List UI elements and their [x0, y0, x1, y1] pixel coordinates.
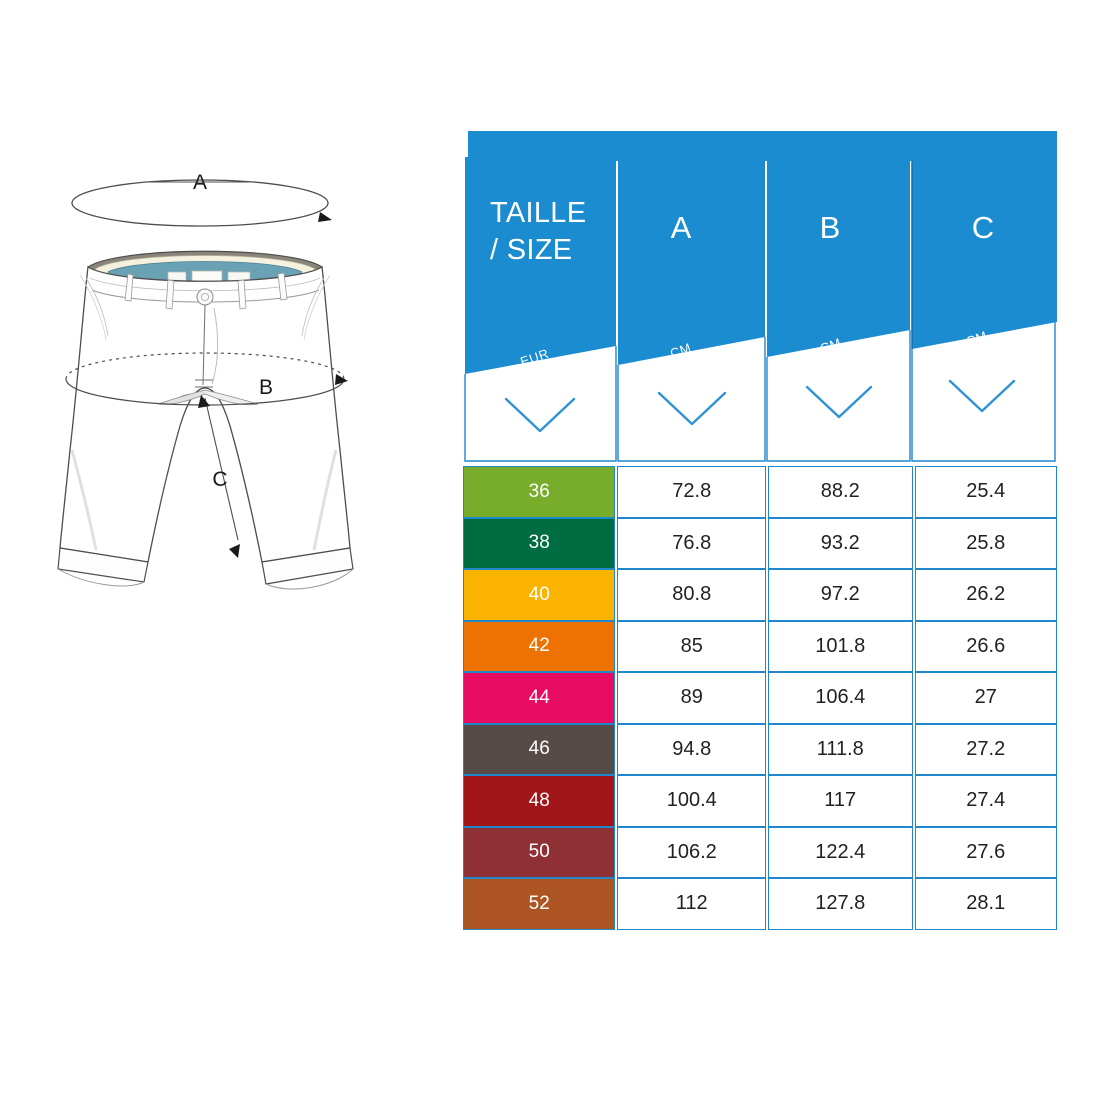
- shorts-body: [57, 265, 354, 590]
- measurement-cell-c: 27: [914, 672, 1058, 724]
- size-table-body: 36 72.8 88.2 25.4 38 76.8 93.2 25.8 40 80.8 97.2 26…: [463, 466, 1058, 930]
- measurement-cell-a: 94.8: [617, 723, 766, 775]
- size-swatch-cell: 40: [463, 569, 616, 621]
- chevron-down-icon-a: [657, 391, 727, 426]
- measurement-cell-c: 25.4: [914, 466, 1058, 518]
- size-swatch-cell: 38: [463, 517, 616, 569]
- dimension-label-a: A: [193, 171, 207, 194]
- measurement-cell-b: 88.2: [767, 466, 913, 518]
- size-swatch-cell: 44: [463, 672, 616, 724]
- measurement-cell-c: 25.8: [914, 517, 1058, 569]
- size-chart-table: TAILLE / SIZE A B C EUR CM CM CM 36 72.8 8…: [463, 131, 1058, 933]
- waist-ellipse: [71, 179, 332, 227]
- size-swatch-cell: 50: [463, 826, 616, 878]
- measurement-cell-b: 93.2: [767, 517, 913, 569]
- measurement-cell-c: 27.2: [914, 723, 1058, 775]
- table-row: 40 80.8 97.2 26.2: [463, 569, 1058, 621]
- table-row: 46 94.8 111.8 27.2: [463, 723, 1058, 775]
- measurement-cell-c: 27.4: [914, 775, 1058, 827]
- measurement-cell-c: 28.1: [914, 878, 1058, 930]
- measurement-cell-c: 27.6: [914, 826, 1058, 878]
- table-row: 48 100.4 117 27.4: [463, 775, 1058, 827]
- measurement-cell-a: 85: [617, 620, 766, 672]
- measurement-cell-a: 89: [617, 672, 766, 724]
- table-row: 52 112 127.8 28.1: [463, 878, 1058, 930]
- measurement-cell-b: 101.8: [767, 620, 913, 672]
- table-header-blue-block: [463, 131, 1057, 471]
- measurement-cell-a: 76.8: [617, 517, 766, 569]
- chevron-down-icon-b: [805, 385, 873, 419]
- shorts-measurement-illustration: A B C: [40, 150, 420, 650]
- size-swatch-cell: 46: [463, 723, 616, 775]
- table-row: 50 106.2 122.4 27.6: [463, 826, 1058, 878]
- measurement-cell-b: 111.8: [767, 723, 913, 775]
- chevron-down-icon-c: [948, 379, 1016, 413]
- measurement-cell-c: 26.2: [914, 569, 1058, 621]
- table-row: 38 76.8 93.2 25.8: [463, 517, 1058, 569]
- size-swatch-cell: 42: [463, 620, 616, 672]
- dimension-label-c: C: [212, 468, 227, 491]
- column-header-b: B: [819, 210, 841, 245]
- table-row: 42 85 101.8 26.6: [463, 620, 1058, 672]
- measurement-cell-b: 97.2: [767, 569, 913, 621]
- measurement-cell-b: 106.4: [767, 672, 913, 724]
- measurement-cell-a: 112: [617, 878, 766, 930]
- measurement-cell-b: 127.8: [767, 878, 913, 930]
- column-header-c: C: [971, 210, 995, 245]
- measurement-cell-b: 117: [767, 775, 913, 827]
- column-header-a: A: [670, 210, 692, 245]
- dimension-label-b: B: [259, 376, 273, 399]
- measurement-cell-a: 72.8: [617, 466, 766, 518]
- button: [196, 288, 214, 306]
- inseam-arrow: [198, 395, 240, 558]
- table-row: 44 89 106.4 27: [463, 672, 1058, 724]
- size-swatch-cell: 36: [463, 466, 616, 518]
- size-swatch-cell: 48: [463, 775, 616, 827]
- measurement-cell-a: 80.8: [617, 569, 766, 621]
- size-swatch-cell: 52: [463, 878, 616, 930]
- chevron-down-icon-eur: [504, 397, 576, 433]
- table-row: 36 72.8 88.2 25.4: [463, 466, 1058, 518]
- measurement-cell-b: 122.4: [767, 826, 913, 878]
- measurement-cell-c: 26.6: [914, 620, 1058, 672]
- measurement-cell-a: 106.2: [617, 826, 766, 878]
- table-title: TAILLE / SIZE: [490, 197, 587, 266]
- measurement-cell-a: 100.4: [617, 775, 766, 827]
